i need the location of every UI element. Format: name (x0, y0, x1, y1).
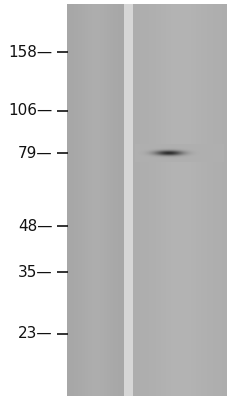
Text: 158—: 158— (8, 45, 52, 60)
Text: 79—: 79— (18, 146, 52, 161)
Text: 35—: 35— (18, 265, 52, 280)
Text: 23—: 23— (18, 326, 52, 341)
Text: 48—: 48— (18, 219, 52, 234)
Text: 106—: 106— (8, 103, 52, 118)
